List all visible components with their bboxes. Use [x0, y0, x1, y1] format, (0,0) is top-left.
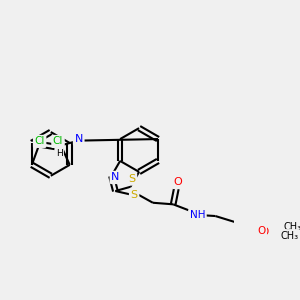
Text: O: O [257, 226, 266, 236]
Text: S: S [130, 190, 138, 200]
Text: S: S [128, 174, 136, 184]
Text: H: H [56, 148, 63, 158]
Text: Cl: Cl [34, 136, 45, 146]
Text: CH₃: CH₃ [280, 231, 298, 241]
Text: Cl: Cl [53, 136, 63, 146]
Text: N: N [111, 172, 120, 182]
Text: O: O [173, 177, 182, 188]
Text: O: O [260, 227, 268, 237]
Text: N: N [74, 134, 83, 144]
Text: CH₃: CH₃ [284, 222, 300, 232]
Text: NH: NH [190, 210, 205, 220]
